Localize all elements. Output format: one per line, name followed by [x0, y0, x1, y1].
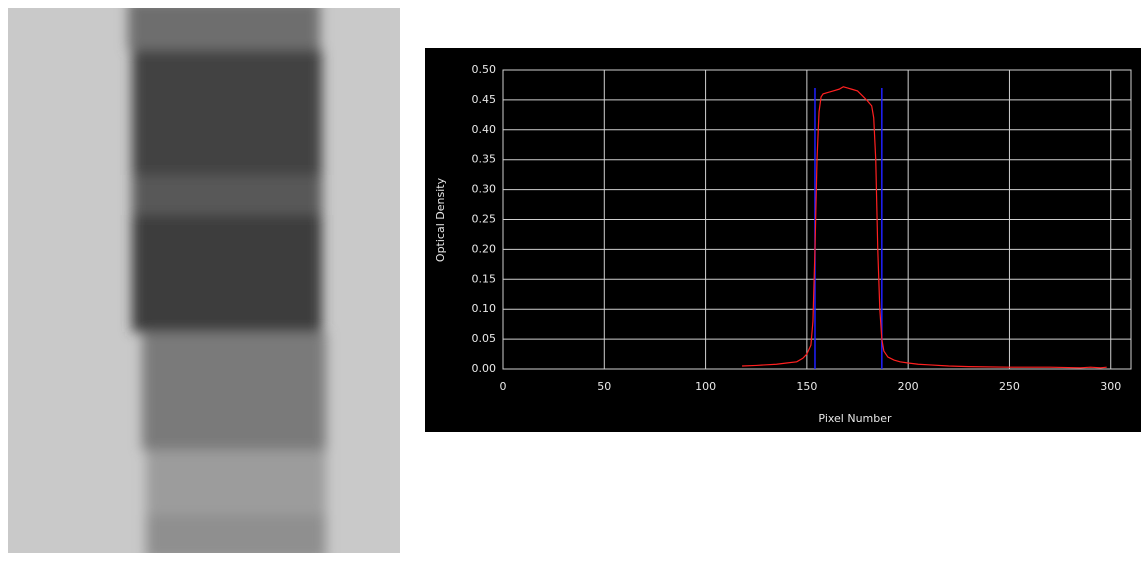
y-tick-label: 0.50 [472, 63, 497, 76]
y-tick-label: 0.40 [472, 123, 497, 136]
x-tick-label: 100 [695, 380, 716, 393]
x-tick-label: 200 [898, 380, 919, 393]
x-tick-label: 50 [597, 380, 611, 393]
y-tick-label: 0.20 [472, 242, 497, 255]
y-tick-label: 0.00 [472, 362, 497, 375]
x-axis-title: Pixel Number [818, 412, 892, 425]
x-tick-label: 150 [796, 380, 817, 393]
y-tick-label: 0.45 [472, 93, 497, 106]
y-tick-label: 0.10 [472, 302, 497, 315]
data-line [742, 86, 1107, 369]
y-tick-label: 0.25 [472, 213, 497, 226]
y-axis-title: Optical Density [434, 177, 447, 262]
x-tick-label: 300 [1100, 380, 1121, 393]
chart-panel [425, 48, 1141, 432]
x-tick-label: 0 [500, 380, 507, 393]
y-tick-label: 0.05 [472, 332, 497, 345]
y-tick-label: 0.30 [472, 183, 497, 196]
y-tick-label: 0.15 [472, 272, 497, 285]
x-tick-label: 250 [999, 380, 1020, 393]
film-image [8, 8, 400, 553]
plot-frame [502, 69, 1132, 370]
y-tick-label: 0.35 [472, 153, 497, 166]
